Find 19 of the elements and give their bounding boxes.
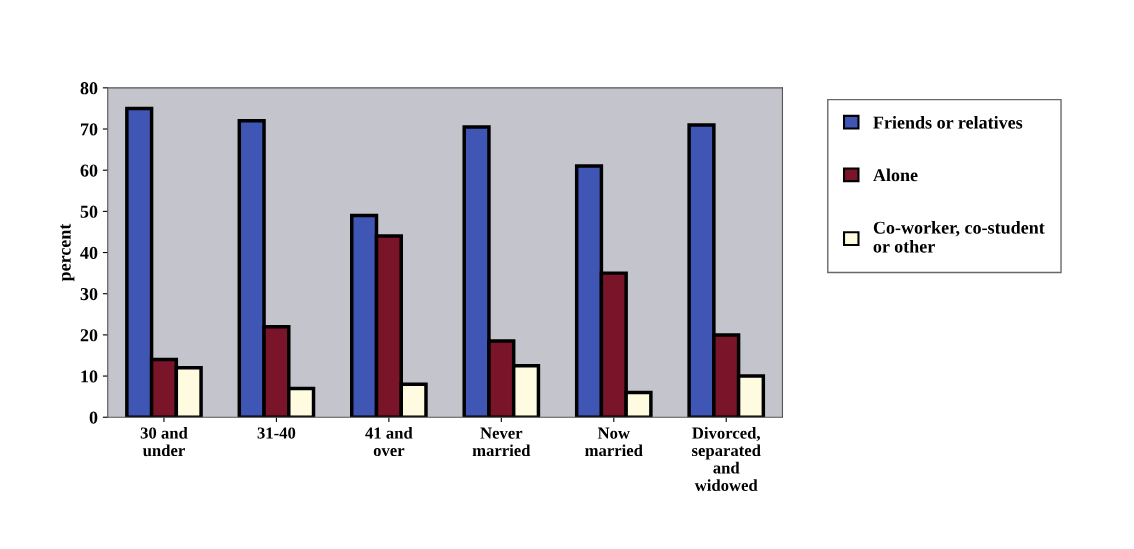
legend-label: Co-worker, co-student or other (873, 221, 1045, 253)
y-tick-label: 20 (80, 329, 98, 342)
x-tick-label: 30 and under (140, 426, 188, 457)
y-tick-label: 10 (81, 370, 98, 383)
x-tick-label: 41 and over (365, 426, 413, 457)
x-tick-label: Never married (472, 427, 531, 457)
y-tick-label: 30 (80, 287, 98, 301)
legend-label: Friends or relatives (873, 115, 1023, 129)
y-tick-label: 0 (89, 411, 98, 424)
y-axis-title: percent (60, 223, 75, 282)
x-tick-label: Divorced, separated and widowed (692, 426, 761, 491)
legend-label: Alone (873, 168, 918, 182)
y-tick-label: 50 (80, 205, 98, 218)
y-tick-label: 60 (80, 164, 98, 177)
y-tick-label: 80 (80, 82, 98, 95)
y-tick-label: 40 (80, 246, 98, 259)
x-tick-label: Now married (585, 427, 643, 457)
x-tick-label: 31-40 (257, 427, 296, 439)
y-tick-label: 70 (80, 123, 98, 136)
